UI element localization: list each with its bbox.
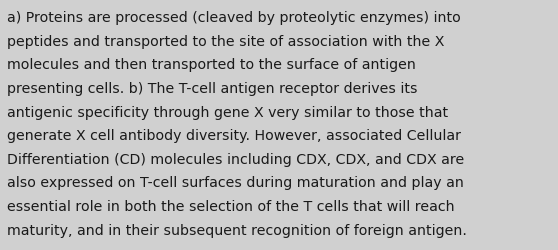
Text: presenting cells. b) The T-cell antigen receptor derives its: presenting cells. b) The T-cell antigen … — [7, 82, 418, 96]
Text: peptides and transported to the site of association with the X: peptides and transported to the site of … — [7, 35, 445, 49]
Text: molecules and then transported to the surface of antigen: molecules and then transported to the su… — [7, 58, 416, 72]
Text: antigenic specificity through gene X very similar to those that: antigenic specificity through gene X ver… — [7, 105, 449, 119]
Text: also expressed on T-cell surfaces during maturation and play an: also expressed on T-cell surfaces during… — [7, 176, 464, 190]
Text: generate X cell antibody diversity. However, associated Cellular: generate X cell antibody diversity. Howe… — [7, 129, 461, 143]
Text: maturity, and in their subsequent recognition of foreign antigen.: maturity, and in their subsequent recogn… — [7, 223, 467, 237]
Text: Differentiation (CD) molecules including CDX, CDX, and CDX are: Differentiation (CD) molecules including… — [7, 152, 464, 166]
Text: essential role in both the selection of the T cells that will reach: essential role in both the selection of … — [7, 199, 455, 213]
Text: a) Proteins are processed (cleaved by proteolytic enzymes) into: a) Proteins are processed (cleaved by pr… — [7, 11, 461, 25]
